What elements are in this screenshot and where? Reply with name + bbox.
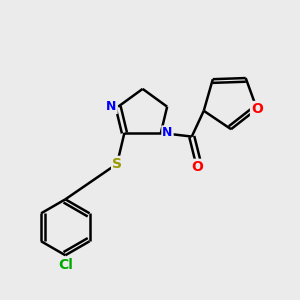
- Text: N: N: [106, 100, 117, 113]
- Text: S: S: [112, 157, 122, 171]
- Text: N: N: [162, 126, 173, 140]
- Text: Cl: Cl: [58, 258, 73, 272]
- Text: O: O: [251, 102, 263, 116]
- Text: O: O: [192, 160, 204, 174]
